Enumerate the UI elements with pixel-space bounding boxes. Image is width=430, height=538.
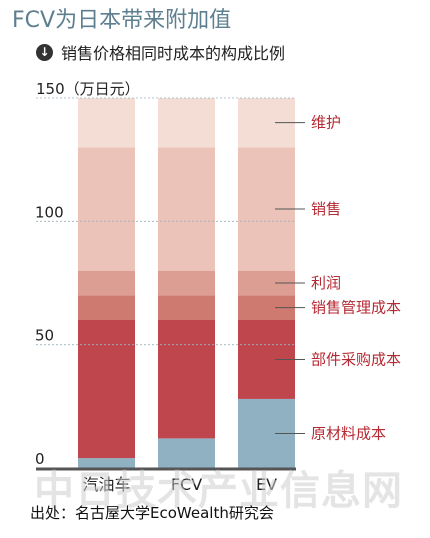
subtitle-row: ↓ 销售价格相同时成本的构成比例 — [36, 40, 285, 64]
bar-segment-FCV-销售管理成本 — [158, 295, 215, 320]
bar-segment-FCV-销售 — [158, 147, 215, 271]
y-tick-label-0: 0 — [35, 450, 45, 468]
segment-label-原材料成本: 原材料成本 — [311, 424, 386, 442]
arrow-down-circle-icon: ↓ — [36, 43, 53, 61]
x-tick-label-FCV: FCV — [171, 475, 202, 494]
segment-label-利润: 利润 — [311, 274, 341, 292]
bar-segment-FCV-利润 — [158, 270, 215, 296]
bar-segment-汽油车-维护 — [78, 98, 135, 148]
y-tick-label-50: 50 — [35, 327, 54, 345]
bar-segment-汽油车-部件采购成本 — [78, 320, 135, 459]
segment-label-维护: 维护 — [311, 114, 341, 132]
bar-segment-FCV-原材料成本 — [158, 438, 215, 468]
source-note: 出处：名古屋大学EcoWealth研究会 — [30, 504, 274, 522]
segment-label-部件采购成本: 部件采购成本 — [311, 350, 401, 368]
segment-label-销售管理成本: 销售管理成本 — [311, 299, 401, 317]
bar-segment-FCV-部件采购成本 — [158, 320, 215, 439]
segment-label-销售: 销售 — [311, 200, 341, 218]
page-title: FCV为日本带来附加值 — [12, 8, 232, 33]
bar-segment-汽油车-销售 — [78, 147, 135, 271]
subtitle: 销售价格相同时成本的构成比例 — [61, 44, 286, 63]
y-tick-label-100: 100 — [35, 203, 64, 221]
bar-segment-汽油车-销售管理成本 — [78, 295, 135, 320]
y-axis-label: 150（万日元） — [36, 80, 140, 98]
bar-segment-汽油车-利润 — [78, 270, 135, 296]
x-tick-label-EV: EV — [256, 475, 277, 494]
bar-segment-汽油车-原材料成本 — [78, 458, 135, 468]
watermark: 中日技术产业信息网 — [34, 468, 403, 514]
bar-segment-FCV-维护 — [158, 98, 215, 148]
x-tick-label-汽油车: 汽油车 — [82, 475, 130, 494]
